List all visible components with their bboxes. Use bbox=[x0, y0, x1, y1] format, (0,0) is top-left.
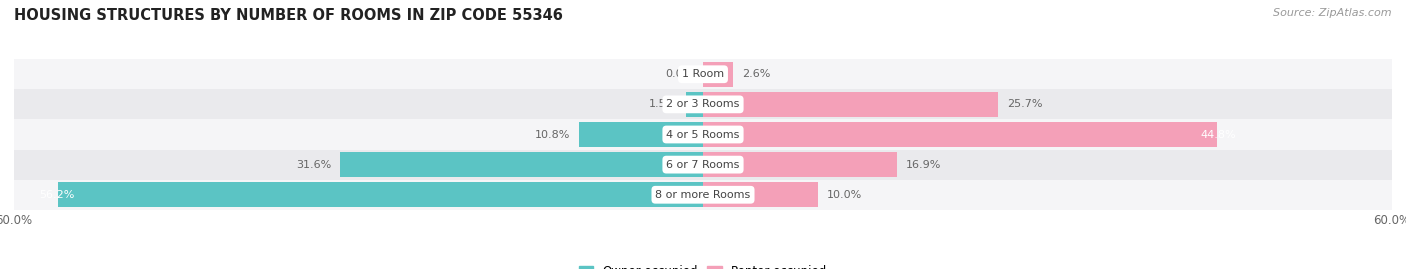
Bar bbox=[14, 150, 1392, 180]
Text: 10.8%: 10.8% bbox=[534, 129, 569, 140]
Bar bbox=[579, 122, 703, 147]
Text: HOUSING STRUCTURES BY NUMBER OF ROOMS IN ZIP CODE 55346: HOUSING STRUCTURES BY NUMBER OF ROOMS IN… bbox=[14, 8, 562, 23]
Text: Source: ZipAtlas.com: Source: ZipAtlas.com bbox=[1274, 8, 1392, 18]
Text: 31.6%: 31.6% bbox=[295, 160, 330, 170]
Text: 44.8%: 44.8% bbox=[1201, 129, 1236, 140]
Text: 1 Room: 1 Room bbox=[682, 69, 724, 79]
Text: 0.0%: 0.0% bbox=[665, 69, 693, 79]
Bar bbox=[686, 92, 703, 117]
Bar bbox=[14, 119, 1392, 150]
Text: 2.6%: 2.6% bbox=[742, 69, 770, 79]
Text: 16.9%: 16.9% bbox=[907, 160, 942, 170]
Bar bbox=[58, 182, 703, 207]
Text: 8 or more Rooms: 8 or more Rooms bbox=[655, 190, 751, 200]
Text: 4 or 5 Rooms: 4 or 5 Rooms bbox=[666, 129, 740, 140]
Text: 25.7%: 25.7% bbox=[1007, 99, 1043, 109]
Text: 6 or 7 Rooms: 6 or 7 Rooms bbox=[666, 160, 740, 170]
Bar bbox=[340, 152, 703, 177]
Text: 1.5%: 1.5% bbox=[648, 99, 676, 109]
Bar bbox=[703, 152, 897, 177]
Legend: Owner-occupied, Renter-occupied: Owner-occupied, Renter-occupied bbox=[574, 260, 832, 269]
Bar bbox=[703, 122, 1218, 147]
Bar bbox=[703, 182, 818, 207]
Bar bbox=[14, 89, 1392, 119]
Bar bbox=[14, 59, 1392, 89]
Bar bbox=[703, 92, 998, 117]
Bar bbox=[703, 62, 733, 87]
Text: 56.2%: 56.2% bbox=[39, 190, 75, 200]
Text: 10.0%: 10.0% bbox=[827, 190, 862, 200]
Bar bbox=[14, 180, 1392, 210]
Text: 2 or 3 Rooms: 2 or 3 Rooms bbox=[666, 99, 740, 109]
